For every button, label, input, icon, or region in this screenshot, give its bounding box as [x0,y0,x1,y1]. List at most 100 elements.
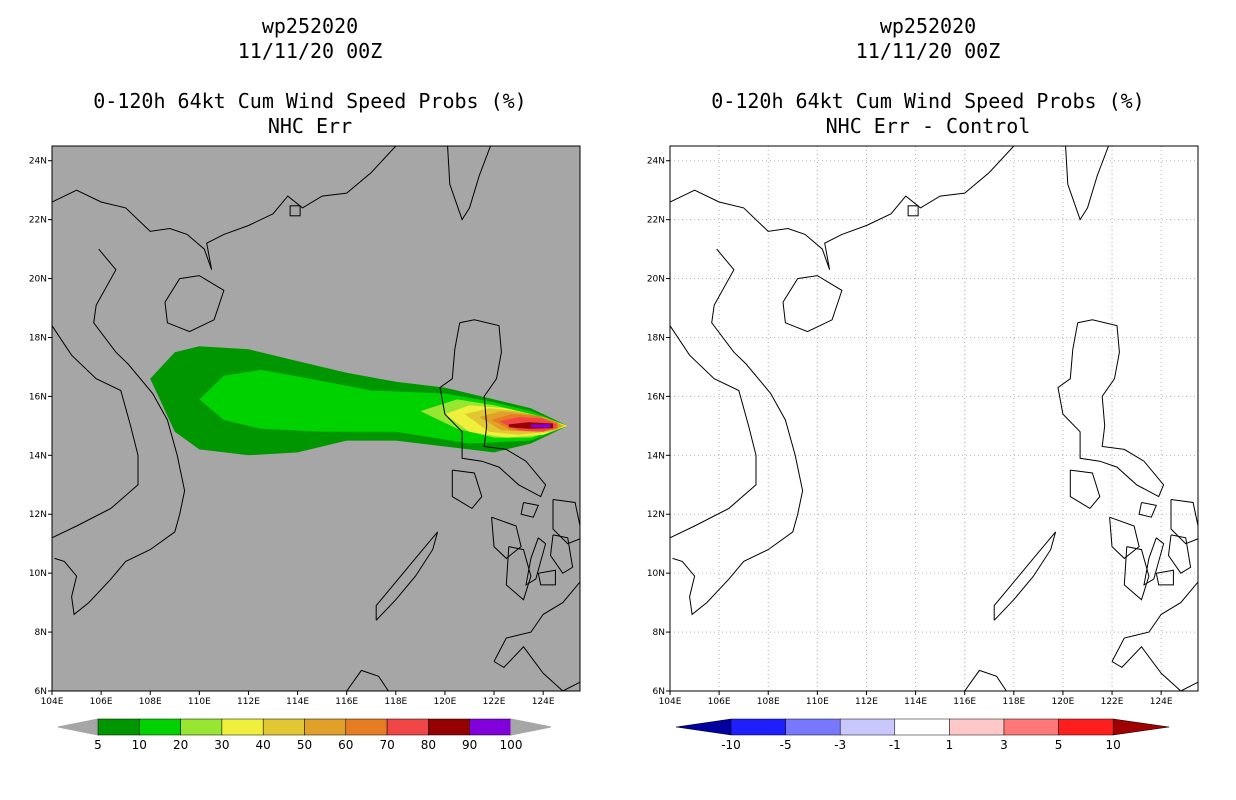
coastline-panay [491,516,522,560]
left-map-panel: 104E 106E 108E 110E 112E 114E 116E 118E 120E 122E… [29,145,581,707]
lon-tick-label: 110E [806,697,829,707]
coastline-palawan [993,531,1057,621]
left-subtitle: NHC Err [267,114,353,138]
coastline-vietnam [54,248,186,616]
colorbar-label: 5 [1055,738,1063,752]
left-storm-id: wp252020 [261,14,359,38]
lon-tick-label: 116E [335,697,358,707]
lon-tick-label: 120E [1051,697,1074,707]
lon-tick-label: 118E [1002,697,1025,707]
colorbar-low-triangle [57,718,99,736]
coastline-cebu [525,537,547,586]
lon-tick-label: 112E [237,697,260,707]
left-colorbar: 5 10 20 30 40 50 60 70 80 90 100 [57,718,552,752]
lat-tick-label: 10N [647,569,665,579]
colorbar-label: 10 [1106,738,1121,752]
coastline-taiwan [447,146,492,221]
left-panel-header: wp252020 11/11/20 00Z [10,14,610,64]
coastline-taiwan [1065,146,1110,221]
left-map-content [52,146,580,691]
colorbar-label: -5 [780,738,792,752]
lat-tick-label: 24N [647,157,665,167]
colorbar-label: 3 [1000,738,1008,752]
colorbar-label: 20 [173,738,188,752]
lat-tick-label: 10N [29,569,47,579]
left-map-frame [51,145,581,692]
colorbar-swatch [949,718,1005,736]
lat-tick-label: 14N [29,451,47,461]
lon-tick-label: 106E [708,697,731,707]
right-map-background [670,146,1198,691]
colorbar-swatch [785,718,841,736]
colorbar-label: 1 [946,738,954,752]
lat-tick-label: 20N [647,275,665,285]
coastline-hainan [782,275,843,333]
station-marker [289,205,301,217]
coastline-masbate [1138,502,1158,518]
coastline-luzon [1057,319,1165,498]
colorbar-swatch [304,718,347,736]
colorbar-swatch [1058,718,1114,736]
colorbar-label: -10 [721,738,741,752]
lon-tick-label: 114E [286,697,309,707]
colorbar-swatch [894,718,950,736]
coastline-palawan [375,531,439,621]
coastline-borneo [346,669,389,691]
colorbar-swatch [730,718,786,736]
coastline-samar [1170,499,1198,545]
right-map-frame [669,145,1199,692]
lon-tick-label: 114E [904,697,927,707]
colorbar-label: -1 [889,738,901,752]
coastline-mindanao [493,581,580,691]
right-datetime: 11/11/20 00Z [855,39,1001,63]
lon-tick-label: 116E [953,697,976,707]
lon-tick-label: 108E [757,697,780,707]
lat-tick-label: 6N [653,687,665,697]
coastline-laos-border [670,325,757,539]
station-marker [907,205,919,217]
coastline-leyte [1167,534,1192,574]
colorbar-high-triangle [1112,718,1170,736]
right-map-panel: 104E 106E 108E 110E 112E 114E 116E 118E 120E 122E… [647,145,1199,707]
lat-tick-label: 12N [29,510,47,520]
lon-tick-label: 122E [483,697,506,707]
coastline-mindanao [1111,581,1198,691]
prob-contour-90 [530,424,551,428]
coastline-negros [505,546,532,601]
colorbar-swatch [221,718,264,736]
right-map-content [670,146,1198,691]
right-subtitle: NHC Err - Control [825,114,1031,138]
coastline-bohol [537,569,556,586]
colorbar-swatch [839,718,896,736]
lon-tick-label: 104E [659,697,682,707]
colorbar-label: 80 [421,738,436,752]
lat-tick-label: 16N [647,392,665,402]
colorbar-label: 70 [379,738,394,752]
right-panel-title: 0-120h 64kt Cum Wind Speed Probs (%) NHC… [628,89,1228,139]
colorbar-label: 30 [214,738,229,752]
coastline-mindoro [1069,469,1101,510]
coastline-cebu [1143,537,1165,586]
lon-tick-label: 104E [41,697,64,707]
right-panel-header: wp252020 11/11/20 00Z [628,14,1228,64]
colorbar-swatch [97,718,140,736]
lat-tick-label: 22N [29,216,47,226]
coastline-masbate [520,502,540,518]
coastline-bohol [1155,569,1174,586]
lat-tick-label: 12N [647,510,665,520]
right-storm-id: wp252020 [879,14,977,38]
coastline-negros [1123,546,1150,601]
left-product: 0-120h 64kt Cum Wind Speed Probs (%) [93,89,527,113]
lat-tick-label: 16N [29,392,47,402]
lat-tick-label: 18N [29,333,47,343]
coastline-mindoro [451,469,483,510]
coastline-leyte [549,534,574,574]
lon-tick-label: 108E [139,697,162,707]
lat-tick-label: 20N [29,275,47,285]
colorbar-label: 100 [500,738,523,752]
colorbar-low-triangle [675,718,732,736]
lon-tick-label: 106E [90,697,113,707]
colorbar-label: -3 [834,738,846,752]
lat-tick-label: 14N [647,451,665,461]
